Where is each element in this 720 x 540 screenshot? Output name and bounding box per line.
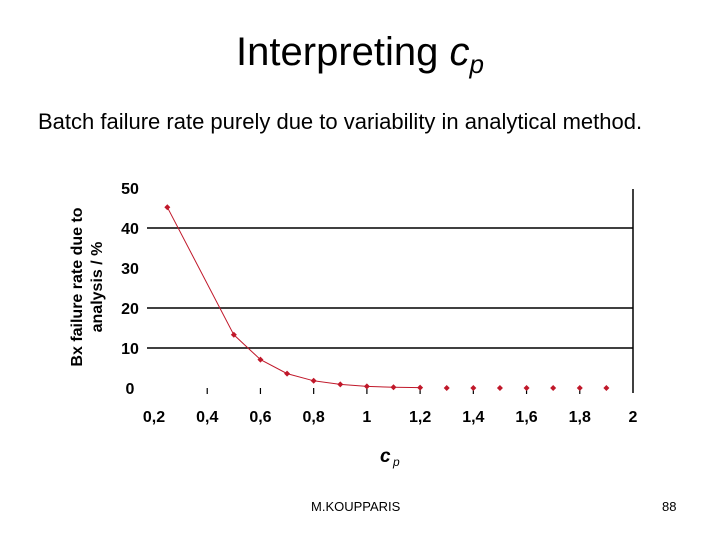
data-point-marker — [443, 385, 450, 391]
data-point-marker — [390, 384, 397, 391]
data-point-marker — [470, 385, 477, 391]
data-point-marker — [230, 331, 237, 338]
y-tick-labels: 0 10 20 30 40 50 — [121, 181, 139, 398]
x-tick-label: 1,2 — [409, 409, 431, 426]
x-axis-label-p: p — [392, 455, 400, 469]
y-tick-label: 30 — [121, 261, 139, 278]
y-axis-label: Bx failure rate due to analysis / % — [69, 207, 106, 366]
x-axis-label: c p — [380, 446, 400, 469]
data-point-marker — [576, 385, 583, 391]
slide-subtitle: Batch failure rate purely due to variabi… — [38, 109, 643, 134]
y-axis-label-line-2: analysis / % — [89, 242, 106, 333]
x-axis-label-c: c — [380, 446, 391, 467]
data-point-marker — [550, 385, 557, 391]
data-point-marker — [284, 370, 291, 377]
x-tick-label: 2 — [629, 409, 638, 426]
slide-title: Interpreting cp — [0, 28, 720, 88]
data-point-marker — [603, 385, 610, 391]
x-tick-label: 0,4 — [196, 409, 218, 426]
data-point-marker — [523, 385, 530, 391]
x-tick-label: 1,6 — [515, 409, 537, 426]
cp-symbol: cp — [449, 30, 484, 79]
x-tick-label: 0,2 — [143, 409, 165, 426]
x-tick-labels: 0,2 0,4 0,6 0,8 1 1,2 1,4 1,6 1,8 2 — [143, 409, 638, 426]
y-tick-label: 20 — [121, 301, 139, 318]
y-tick-label: 50 — [121, 181, 139, 198]
data-point-marker — [496, 385, 503, 391]
data-point-marker — [164, 204, 171, 211]
data-point-marker — [337, 381, 344, 388]
series-line — [166, 206, 421, 389]
slide-title-text: Interpreting — [236, 30, 450, 74]
y-tick-label: 10 — [121, 341, 139, 358]
x-tick-label: 1,4 — [462, 409, 484, 426]
x-tick-label: 0,6 — [249, 409, 271, 426]
footer-author: M.KOUPPARIS — [311, 499, 401, 514]
page-number: 88 — [662, 499, 677, 514]
y-tick-label: 0 — [126, 381, 135, 398]
y-tick-label: 40 — [121, 221, 139, 238]
data-point-marker — [417, 384, 424, 391]
data-point-marker — [257, 356, 264, 363]
data-series — [164, 204, 610, 391]
y-axis-label-line-1: Bx failure rate due to — [69, 207, 86, 366]
x-tick-label: 0,8 — [303, 409, 325, 426]
data-point-marker — [310, 377, 317, 384]
x-tick-label: 1,8 — [569, 409, 591, 426]
x-tick-label: 1 — [362, 409, 371, 426]
gridlines — [147, 227, 633, 349]
data-point-marker — [363, 383, 370, 390]
